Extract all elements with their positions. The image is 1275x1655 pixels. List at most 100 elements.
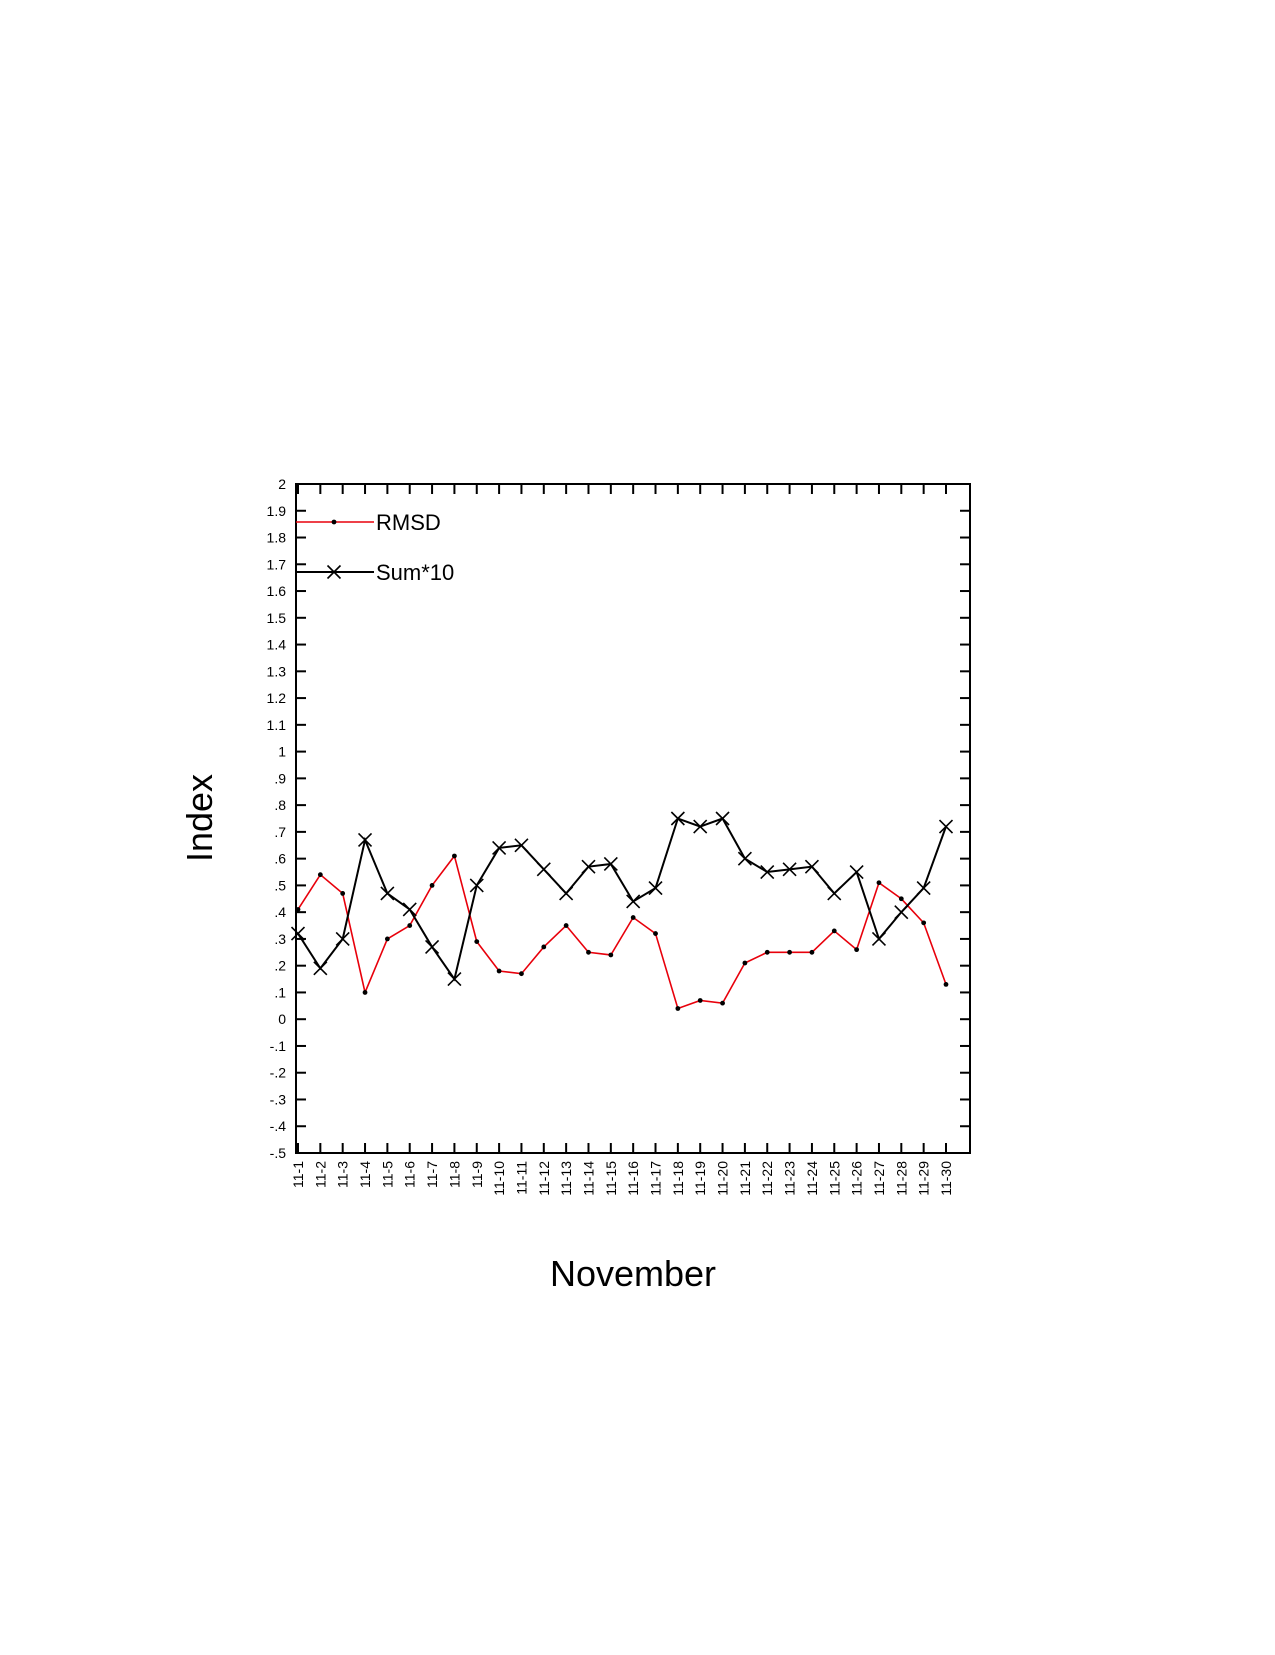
data-point xyxy=(407,923,413,928)
y-tick-label: -.1 xyxy=(270,1038,287,1054)
data-point xyxy=(357,832,373,847)
data-point xyxy=(782,862,797,877)
data-point xyxy=(519,971,524,977)
y-tick-label: .6 xyxy=(274,851,286,867)
data-point xyxy=(402,902,417,917)
data-point xyxy=(630,915,636,920)
series-sum xyxy=(290,811,954,987)
data-point xyxy=(608,952,614,958)
data-point xyxy=(380,886,395,901)
legend-marker xyxy=(331,519,337,525)
x-tick-label: 11-21 xyxy=(737,1161,753,1196)
data-point xyxy=(496,968,502,974)
x-tick-label: 11-25 xyxy=(826,1161,842,1196)
legend: RMSD Sum*10 xyxy=(296,510,454,585)
data-point xyxy=(648,881,663,896)
y-tick-label: 1.4 xyxy=(267,637,287,653)
data-point xyxy=(290,926,306,941)
x-tick-label: 11-4 xyxy=(357,1161,373,1188)
y-tick-label: .8 xyxy=(274,797,286,813)
data-point xyxy=(809,949,815,955)
data-point xyxy=(831,928,837,934)
x-tick-label: 11-26 xyxy=(849,1161,865,1196)
data-point xyxy=(313,961,328,976)
data-point xyxy=(362,990,368,995)
data-point xyxy=(894,905,909,920)
x-tick-label: 11-30 xyxy=(938,1161,954,1196)
x-tick-label: 11-1 xyxy=(290,1161,306,1188)
x-tick-label: 11-27 xyxy=(871,1161,887,1196)
data-point xyxy=(827,886,842,901)
data-point xyxy=(854,947,860,953)
x-tick-label: 11-20 xyxy=(715,1161,731,1196)
data-point xyxy=(693,819,708,834)
data-point xyxy=(653,931,658,936)
x-tick-label: 11-16 xyxy=(625,1161,641,1196)
x-tick-label: 11-23 xyxy=(782,1161,798,1196)
x-axis: 11-1 11-2 11-3 11-4 11-5 11-6 11-7 11-8 11-9 11-1… xyxy=(290,484,954,1196)
x-tick-label: 11-8 xyxy=(446,1161,462,1188)
y-tick-label: .9 xyxy=(274,770,286,786)
data-point xyxy=(697,998,703,1003)
y-tick-label: 0 xyxy=(278,1011,286,1027)
data-point xyxy=(916,881,931,896)
series-layer xyxy=(290,811,954,1011)
data-point xyxy=(447,971,462,987)
y-tick-label: .7 xyxy=(274,824,286,840)
y-tick-label: .5 xyxy=(274,877,286,893)
x-tick-label: 11-18 xyxy=(670,1161,686,1196)
x-tick-label: 11-2 xyxy=(312,1161,328,1188)
y-tick-label: 1.9 xyxy=(267,503,287,519)
data-point xyxy=(541,944,547,950)
legend-marker xyxy=(326,564,342,580)
x-tick-label: 11-9 xyxy=(469,1161,485,1188)
y-tick-label: 1.8 xyxy=(267,530,287,546)
data-point xyxy=(787,949,792,955)
x-tick-label: 11-19 xyxy=(692,1161,708,1196)
data-point xyxy=(603,856,618,872)
x-tick-label: 11-11 xyxy=(513,1161,529,1195)
data-point xyxy=(586,949,591,955)
data-point xyxy=(474,939,480,944)
data-point xyxy=(626,894,641,909)
data-point xyxy=(804,859,819,874)
x-tick-label: 11-5 xyxy=(379,1161,395,1188)
data-point xyxy=(871,931,887,946)
data-point xyxy=(317,872,323,878)
data-point xyxy=(720,1000,725,1006)
data-point xyxy=(452,853,457,859)
y-axis-label: Index xyxy=(179,774,220,862)
y-tick-label: .2 xyxy=(274,958,286,974)
x-tick-label: 11-28 xyxy=(893,1161,909,1196)
data-point xyxy=(670,811,685,826)
data-point xyxy=(340,891,346,896)
x-tick-label: 11-14 xyxy=(580,1161,596,1196)
y-tick-label: -.5 xyxy=(270,1145,287,1161)
y-tick-label: -.4 xyxy=(270,1118,287,1134)
data-point xyxy=(715,811,730,826)
y-tick-label: .4 xyxy=(274,904,286,920)
x-tick-label: 11-6 xyxy=(402,1161,418,1188)
x-tick-label: 11-13 xyxy=(558,1161,574,1196)
data-point xyxy=(514,838,529,853)
data-point xyxy=(921,920,927,926)
y-tick-label: 1.6 xyxy=(267,583,287,599)
y-tick-label: 1.7 xyxy=(267,556,287,572)
data-point xyxy=(581,859,596,874)
y-tick-label: 1.1 xyxy=(267,717,287,733)
data-point xyxy=(849,864,864,880)
y-tick-label: 1.3 xyxy=(267,663,287,679)
data-point xyxy=(384,936,390,942)
data-point xyxy=(429,883,435,888)
y-tick-label: .1 xyxy=(274,984,286,1000)
data-point xyxy=(469,878,484,893)
x-tick-label: 11-29 xyxy=(916,1161,932,1196)
data-point xyxy=(559,886,574,901)
x-tick-label: 11-10 xyxy=(491,1161,507,1196)
series-line xyxy=(297,854,947,1010)
y-tick-label: 2 xyxy=(278,476,286,492)
data-point xyxy=(742,960,748,966)
y-tick-label: .3 xyxy=(274,931,286,947)
